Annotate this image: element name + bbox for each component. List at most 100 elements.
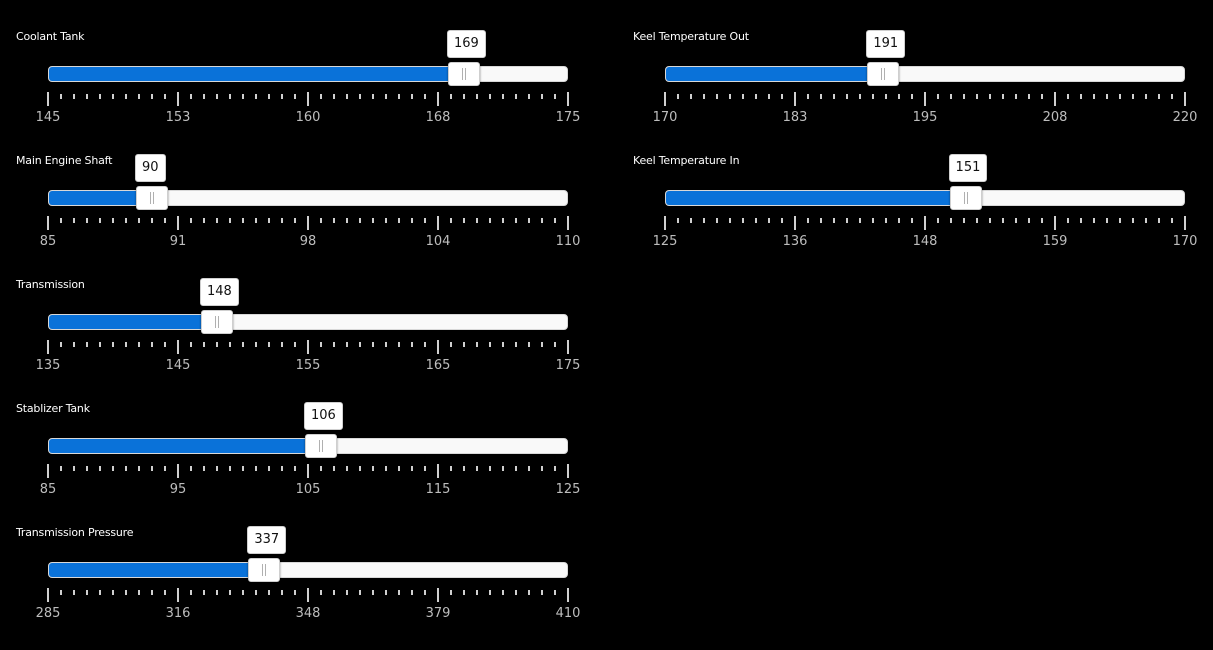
tick-label: 145 <box>35 110 61 125</box>
tick-mark <box>1041 218 1043 223</box>
tick-mark <box>502 342 504 347</box>
tick-mark <box>86 466 88 471</box>
tick-mark <box>528 466 530 471</box>
tick-mark <box>346 466 348 471</box>
tick-mark <box>729 218 731 223</box>
tick-mark <box>268 94 270 99</box>
tick-mark <box>398 218 400 223</box>
tick-mark <box>911 94 913 99</box>
tick-label: 165 <box>425 358 451 373</box>
slider-track-area[interactable]: 191 <box>665 30 1185 86</box>
tick-mark <box>255 342 257 347</box>
tick-mark <box>411 466 413 471</box>
tick-mark <box>1028 218 1030 223</box>
tick-mark <box>476 590 478 595</box>
slider-track[interactable] <box>48 66 568 82</box>
tick-mark <box>190 342 192 347</box>
tick-mark <box>86 94 88 99</box>
tick-mark <box>1067 218 1069 223</box>
tick-mark <box>703 218 705 223</box>
tick-mark <box>924 92 926 106</box>
tick-mark <box>203 590 205 595</box>
slider-thumb[interactable] <box>136 186 168 210</box>
tick-mark <box>502 94 504 99</box>
tick-mark <box>742 218 744 223</box>
tick-mark <box>60 590 62 595</box>
tick-mark <box>138 342 140 347</box>
tick-mark <box>450 342 452 347</box>
slider-track-area[interactable]: 151 <box>665 154 1185 210</box>
slider-track[interactable] <box>48 314 568 330</box>
tick-mark <box>359 342 361 347</box>
tick-mark <box>99 94 101 99</box>
tick-mark <box>489 466 491 471</box>
slider-fill <box>666 191 967 205</box>
slider-track[interactable] <box>665 66 1185 82</box>
tick-mark <box>703 94 705 99</box>
tick-label: 148 <box>912 234 938 249</box>
tick-mark <box>554 218 556 223</box>
slider-track[interactable] <box>48 562 568 578</box>
tick-mark <box>463 218 465 223</box>
tick-mark <box>489 342 491 347</box>
tick-mark <box>872 218 874 223</box>
tick-label: 379 <box>425 606 451 621</box>
slider-thumb[interactable] <box>305 434 337 458</box>
tick-mark <box>911 218 913 223</box>
tick-mark <box>307 340 309 354</box>
tick-mark <box>125 342 127 347</box>
tick-mark <box>437 588 439 602</box>
slider-track-area[interactable]: 337 <box>48 526 568 582</box>
tick-mark <box>1184 92 1186 106</box>
tick-mark <box>203 342 205 347</box>
tick-mark <box>255 94 257 99</box>
tick-mark <box>502 218 504 223</box>
slider-thumb[interactable] <box>248 558 281 582</box>
slider-thumb[interactable] <box>448 62 480 86</box>
tick-mark <box>216 218 218 223</box>
tick-mark <box>846 218 848 223</box>
tick-mark <box>450 94 452 99</box>
tick-mark <box>190 466 192 471</box>
slider-track-area[interactable]: 90 <box>48 154 568 210</box>
slider-thumb[interactable] <box>201 310 233 334</box>
tick-mark <box>385 218 387 223</box>
tick-mark <box>411 218 413 223</box>
tick-mark <box>1067 94 1069 99</box>
slider-thumb[interactable] <box>949 186 982 210</box>
slider-title: Transmission <box>16 278 85 291</box>
tick-mark <box>950 94 952 99</box>
tick-mark <box>664 216 666 230</box>
tick-label: 195 <box>912 110 938 125</box>
slider-title: Keel Temperature In <box>633 154 740 167</box>
tick-mark <box>541 466 543 471</box>
tick-mark <box>716 94 718 99</box>
tick-bar <box>664 92 1186 106</box>
tick-mark <box>216 342 218 347</box>
tick-mark <box>138 466 140 471</box>
tick-mark <box>820 94 822 99</box>
tick-mark <box>281 342 283 347</box>
tick-mark <box>437 216 439 230</box>
tick-mark <box>807 94 809 99</box>
slider-track[interactable] <box>48 190 568 206</box>
tick-label: 168 <box>425 110 451 125</box>
tick-mark <box>1158 94 1160 99</box>
tick-mark <box>242 218 244 223</box>
slider-track[interactable] <box>665 190 1185 206</box>
slider-track-area[interactable]: 169 <box>48 30 568 86</box>
tick-mark <box>489 590 491 595</box>
tick-mark <box>99 342 101 347</box>
tick-mark <box>320 590 322 595</box>
tick-mark <box>424 94 426 99</box>
value-tooltip: 337 <box>247 526 287 554</box>
slider-track-area[interactable]: 106 <box>48 402 568 458</box>
tick-label: 348 <box>295 606 321 621</box>
tick-mark <box>463 466 465 471</box>
slider-track-area[interactable]: 148 <box>48 278 568 334</box>
tick-mark <box>281 218 283 223</box>
slider-title: Transmission Pressure <box>16 526 134 539</box>
slider-fill <box>49 563 266 577</box>
tick-mark <box>281 466 283 471</box>
slider-thumb[interactable] <box>867 62 900 86</box>
